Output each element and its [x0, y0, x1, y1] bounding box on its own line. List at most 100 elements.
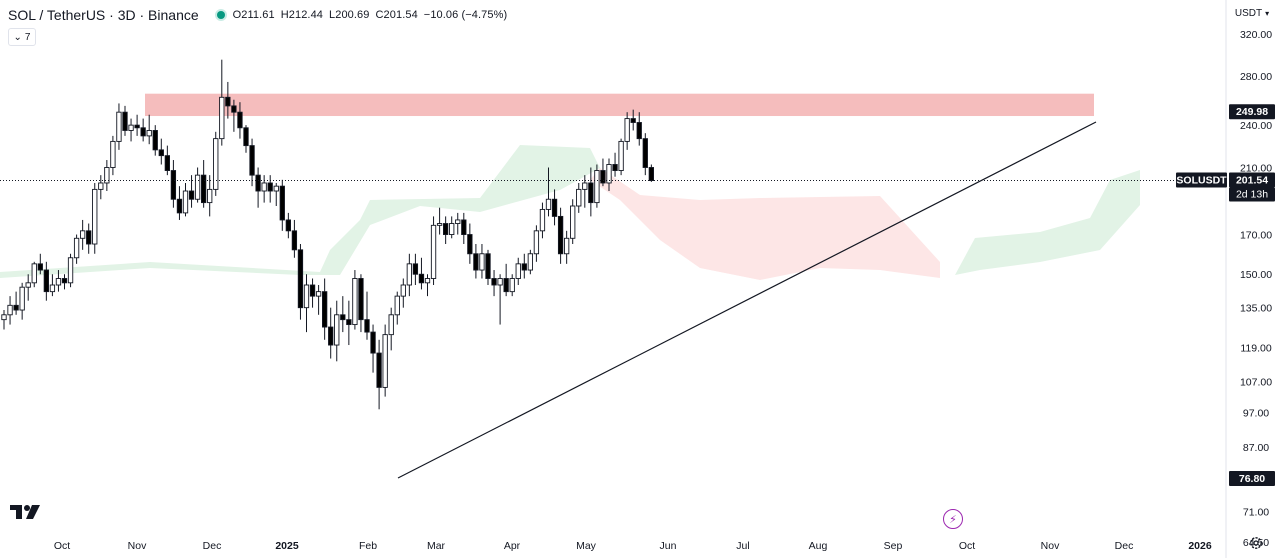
candle[interactable] — [570, 199, 576, 245]
tradingview-logo-icon[interactable] — [10, 503, 42, 521]
candle[interactable] — [237, 102, 243, 139]
candle[interactable] — [594, 164, 600, 208]
candle[interactable] — [43, 261, 50, 301]
candle[interactable] — [449, 216, 455, 239]
candle[interactable] — [412, 253, 419, 286]
candle[interactable] — [176, 186, 183, 220]
candle[interactable] — [358, 274, 364, 333]
candle[interactable] — [497, 274, 503, 325]
candle[interactable] — [207, 175, 213, 217]
time-axis[interactable]: Oct Nov Dec 2025 Feb Mar Apr May Jun Jul Aug Sep Oct… — [54, 540, 1212, 552]
candle[interactable] — [291, 219, 298, 258]
candle[interactable] — [630, 109, 636, 131]
candle[interactable] — [104, 160, 110, 192]
candle[interactable] — [606, 158, 612, 192]
candle[interactable] — [576, 182, 582, 213]
candle[interactable] — [249, 138, 255, 187]
candle[interactable] — [430, 216, 437, 286]
candle[interactable] — [491, 270, 497, 297]
candle[interactable] — [170, 160, 177, 208]
candle[interactable] — [334, 300, 340, 362]
candle[interactable] — [128, 118, 134, 142]
candle[interactable] — [418, 257, 425, 290]
candle[interactable] — [13, 291, 19, 315]
candle[interactable] — [364, 291, 370, 340]
candle[interactable] — [231, 99, 237, 132]
candle[interactable] — [261, 175, 267, 203]
candle[interactable] — [648, 164, 655, 182]
candle[interactable] — [164, 145, 170, 176]
candle[interactable] — [424, 274, 431, 297]
symbol-header[interactable]: SOL / TetherUS · 3D · Binance O211.61 H2… — [8, 6, 513, 24]
candle[interactable] — [7, 296, 13, 325]
candle[interactable] — [455, 212, 461, 235]
candle[interactable] — [443, 216, 449, 245]
candle[interactable] — [1, 310, 7, 330]
candle[interactable] — [219, 59, 225, 146]
candle[interactable] — [31, 261, 37, 288]
candle[interactable] — [285, 212, 291, 239]
candle[interactable] — [158, 138, 164, 165]
candle[interactable] — [188, 175, 195, 208]
candle[interactable] — [213, 131, 219, 196]
candle[interactable] — [467, 223, 473, 264]
candle[interactable] — [200, 160, 207, 208]
candle[interactable] — [140, 118, 146, 142]
candle[interactable] — [521, 253, 527, 279]
candle[interactable] — [564, 230, 570, 264]
candle[interactable] — [67, 253, 74, 288]
candle[interactable] — [86, 223, 92, 254]
candle[interactable] — [340, 296, 346, 333]
candle[interactable] — [400, 278, 406, 308]
candle[interactable] — [376, 339, 382, 410]
candle[interactable] — [122, 105, 128, 136]
candle[interactable] — [551, 189, 558, 226]
candle[interactable] — [92, 182, 98, 254]
candle[interactable] — [545, 167, 552, 217]
candle[interactable] — [533, 225, 540, 262]
candle[interactable] — [406, 253, 412, 297]
candle[interactable] — [515, 257, 521, 286]
candle[interactable] — [49, 274, 56, 297]
candle[interactable] — [98, 175, 104, 200]
candle[interactable] — [557, 207, 564, 264]
candle[interactable] — [255, 167, 261, 208]
candle[interactable] — [527, 249, 534, 275]
candle[interactable] — [194, 167, 201, 203]
candle[interactable] — [328, 307, 334, 359]
candle[interactable] — [79, 219, 86, 250]
candle[interactable] — [612, 152, 618, 177]
candle[interactable] — [394, 291, 400, 325]
candle[interactable] — [25, 274, 31, 301]
candle[interactable] — [146, 114, 152, 145]
gear-icon[interactable] — [1249, 536, 1263, 550]
candle[interactable] — [73, 234, 80, 264]
candle[interactable] — [346, 300, 352, 346]
currency-selector[interactable]: USDT ▾ — [1232, 4, 1272, 22]
candle[interactable] — [61, 274, 68, 290]
candle[interactable] — [225, 81, 231, 119]
candle[interactable] — [582, 175, 588, 208]
candle[interactable] — [636, 112, 642, 146]
candle[interactable] — [279, 179, 285, 231]
flash-icon[interactable]: ⚡ — [943, 509, 963, 529]
candle[interactable] — [600, 158, 606, 187]
candle[interactable] — [315, 285, 322, 315]
candle[interactable] — [273, 182, 279, 207]
candle[interactable] — [134, 114, 140, 136]
candle[interactable] — [624, 112, 630, 150]
candle[interactable] — [588, 167, 594, 217]
candle[interactable] — [618, 138, 624, 176]
candle[interactable] — [436, 207, 443, 235]
candle[interactable] — [642, 133, 648, 176]
candle[interactable] — [116, 103, 122, 150]
candle[interactable] — [473, 244, 479, 279]
candle[interactable] — [297, 244, 304, 320]
candle[interactable] — [110, 135, 116, 176]
indicators-toggle-button[interactable]: ⌄ 7 — [8, 28, 36, 46]
candle[interactable] — [509, 274, 515, 297]
symbol-title[interactable]: SOL / TetherUS · 3D · Binance — [8, 7, 199, 23]
candle[interactable] — [503, 263, 509, 297]
candle[interactable] — [55, 270, 62, 292]
